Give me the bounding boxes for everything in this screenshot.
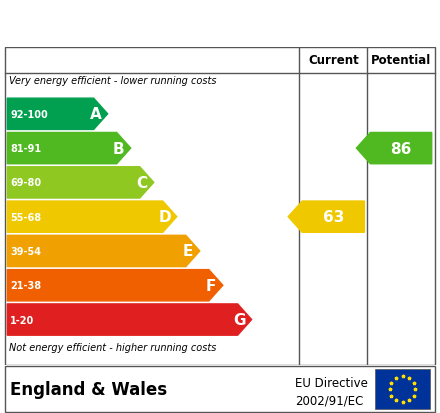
Text: 92-100: 92-100 [10,109,48,119]
Text: EU Directive: EU Directive [295,376,368,389]
Bar [375,369,430,409]
Text: G: G [233,312,246,327]
Polygon shape [7,167,154,199]
Polygon shape [7,99,108,130]
Polygon shape [7,133,131,164]
Text: D: D [158,210,171,225]
Polygon shape [7,270,223,301]
Text: 69-80: 69-80 [10,178,41,188]
Text: 55-68: 55-68 [10,212,41,222]
Text: 86: 86 [390,141,412,156]
Text: A: A [90,107,102,122]
Text: 2002/91/EC: 2002/91/EC [295,393,363,406]
Polygon shape [356,133,432,164]
Text: Very energy efficient - lower running costs: Very energy efficient - lower running co… [9,76,217,85]
Text: 39-54: 39-54 [10,247,41,256]
Polygon shape [7,304,252,335]
Text: 1-20: 1-20 [10,315,34,325]
Text: Energy Efficiency Rating: Energy Efficiency Rating [11,14,299,34]
Text: Current: Current [308,54,359,67]
Text: Potential: Potential [371,54,431,67]
Polygon shape [7,236,200,267]
Text: England & Wales: England & Wales [10,380,167,398]
Text: Not energy efficient - higher running costs: Not energy efficient - higher running co… [9,342,216,352]
Polygon shape [7,202,177,233]
Text: 63: 63 [323,210,344,225]
Text: F: F [205,278,216,293]
Text: 21-38: 21-38 [10,280,41,291]
Text: 81-91: 81-91 [10,144,41,154]
Text: B: B [113,141,125,156]
Text: C: C [136,176,147,190]
Polygon shape [288,202,364,233]
Text: E: E [183,244,193,259]
